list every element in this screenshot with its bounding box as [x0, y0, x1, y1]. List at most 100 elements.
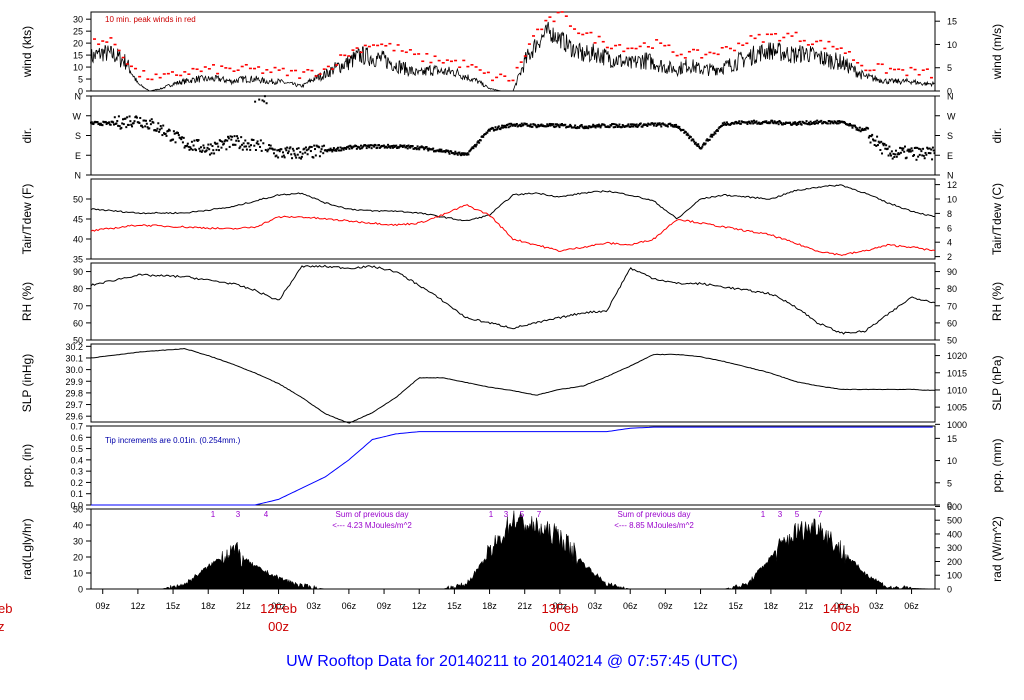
dir-point — [312, 156, 315, 159]
dir-point — [705, 139, 708, 142]
peak-wind-mark — [659, 42, 663, 44]
peak-wind-mark — [326, 65, 330, 68]
dir-point — [90, 121, 93, 124]
dir-point — [748, 120, 751, 123]
dir-point — [181, 141, 184, 144]
dir-point — [898, 153, 901, 156]
dir-point — [257, 143, 260, 146]
dir-point — [660, 125, 663, 128]
dir-point — [250, 144, 253, 147]
dir-point — [141, 126, 144, 129]
peak-wind-mark — [786, 32, 790, 35]
dir-point — [580, 123, 583, 126]
dir-point — [635, 123, 638, 126]
xtick-label: 00z — [271, 601, 286, 611]
dir-point — [284, 147, 287, 150]
peak-wind-mark — [737, 42, 741, 45]
dir-point — [135, 115, 138, 118]
dir-point — [199, 150, 202, 153]
dir-point — [578, 126, 581, 129]
ytick-label-left-dir: E — [75, 151, 81, 161]
dir-point — [176, 131, 179, 134]
dir-point — [778, 119, 781, 122]
dir-point — [143, 119, 146, 122]
dir-point — [216, 142, 219, 145]
dir-point — [254, 148, 257, 151]
peak-wind-mark — [101, 40, 105, 42]
dir-point — [551, 123, 554, 126]
dir-point — [771, 119, 774, 122]
peak-wind-mark — [175, 74, 179, 76]
dir-point — [265, 102, 268, 105]
dir-point — [400, 144, 403, 147]
ytick-label-right-dir: E — [947, 151, 953, 161]
ytick-label-left-temp: 50 — [73, 195, 83, 205]
peak-wind-mark — [601, 40, 605, 43]
radiation-hour-marker: 1 — [761, 510, 766, 519]
dir-point — [789, 121, 792, 124]
ytick-label-left-rad: 30 — [73, 537, 83, 547]
dir-point — [600, 124, 603, 127]
dir-point — [414, 147, 417, 150]
dir-point — [355, 147, 358, 150]
dir-point — [367, 144, 370, 147]
dir-point — [706, 138, 709, 141]
peak-wind-mark — [400, 50, 404, 52]
dir-point — [318, 146, 321, 149]
ytick-label-left-rh: 70 — [73, 301, 83, 311]
peak-wind-mark — [396, 44, 400, 46]
dir-point — [306, 153, 309, 156]
dir-point — [891, 157, 894, 160]
ytick-label-left-slp: 30.2 — [65, 342, 83, 352]
dir-point — [626, 124, 629, 127]
dir-point — [893, 155, 896, 158]
dir-point — [236, 135, 239, 138]
peak-wind-mark — [372, 44, 376, 46]
dir-point — [620, 126, 623, 129]
dir-point — [208, 148, 211, 151]
dir-point — [867, 136, 870, 139]
dir-point — [540, 123, 543, 126]
peak-wind-mark — [823, 47, 827, 50]
dir-point — [594, 126, 597, 129]
dir-point — [465, 153, 468, 156]
peak-wind-mark — [134, 67, 138, 70]
peak-wind-mark — [253, 67, 257, 70]
dir-point — [310, 145, 313, 148]
dir-point — [510, 123, 513, 126]
dir-point — [124, 117, 127, 120]
dir-point — [395, 144, 398, 147]
peak-wind-mark — [523, 55, 527, 57]
peak-wind-mark — [384, 44, 388, 47]
ytick-label-right-rad: 400 — [947, 529, 962, 539]
dir-point — [634, 125, 637, 128]
dir-point — [900, 147, 903, 150]
dir-point — [446, 149, 449, 152]
peak-wind-mark — [511, 79, 515, 82]
dir-point — [392, 144, 395, 147]
peak-wind-mark — [728, 47, 732, 50]
dir-point — [187, 145, 190, 148]
dir-point — [269, 144, 272, 147]
radiation-sum-label: Sum of previous day — [336, 510, 409, 519]
dir-point — [303, 147, 306, 150]
dir-point — [406, 147, 409, 150]
ytick-label-left-slp: 29.7 — [65, 400, 83, 410]
dir-point — [338, 149, 341, 152]
dir-point — [190, 147, 193, 150]
peak-wind-mark — [515, 66, 519, 69]
dir-point — [564, 123, 567, 126]
peak-wind-mark — [564, 15, 568, 17]
peak-wind-mark — [552, 20, 556, 23]
dir-point — [688, 137, 691, 140]
dir-point — [282, 151, 285, 154]
dir-point — [474, 144, 477, 147]
dir-point — [182, 136, 185, 139]
dir-point — [501, 124, 504, 127]
dir-point — [264, 148, 267, 151]
dir-point — [528, 125, 531, 128]
dir-point — [101, 124, 104, 127]
peak-wind-mark — [720, 46, 724, 49]
dir-point — [108, 121, 111, 124]
dir-point — [116, 119, 119, 122]
